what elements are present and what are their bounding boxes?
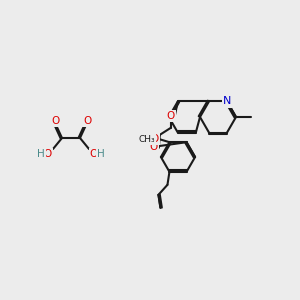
- Text: H: H: [37, 149, 45, 159]
- Text: O: O: [51, 116, 59, 126]
- Text: O: O: [90, 149, 98, 159]
- Text: CH₃: CH₃: [138, 135, 155, 144]
- Text: O: O: [150, 134, 159, 144]
- Text: N: N: [223, 96, 231, 106]
- Text: O: O: [150, 142, 158, 152]
- Text: O: O: [83, 116, 91, 126]
- Text: O: O: [44, 149, 52, 159]
- Text: O: O: [167, 111, 175, 121]
- Text: H: H: [97, 149, 105, 159]
